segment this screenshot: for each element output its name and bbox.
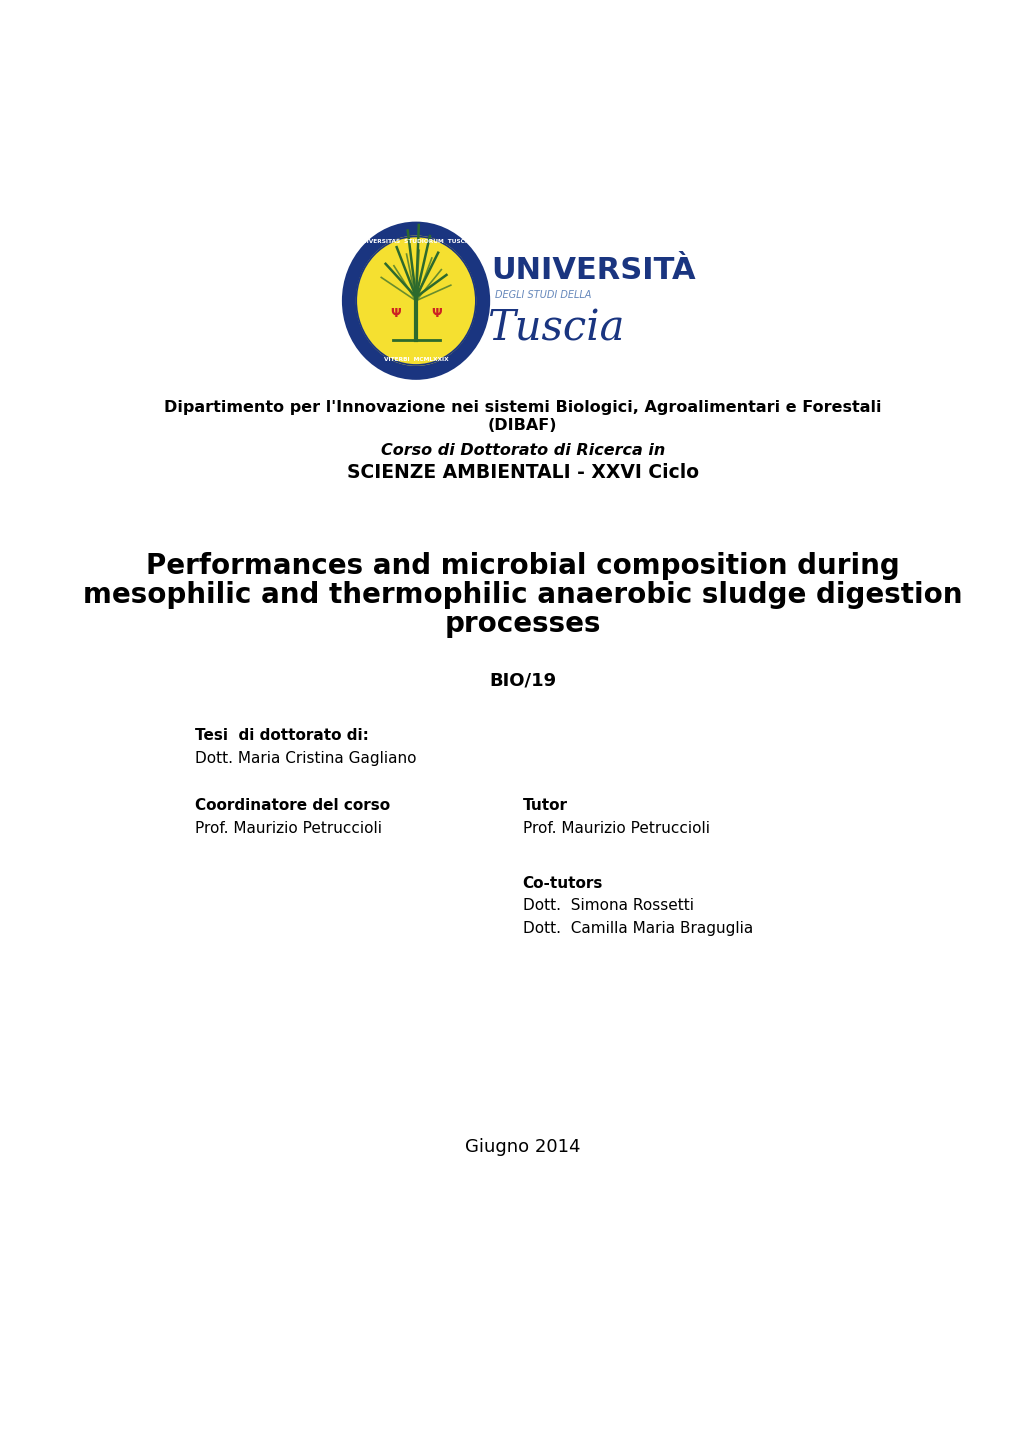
Text: BIO/19: BIO/19 (489, 672, 555, 689)
Text: Tesi  di dottorato di:: Tesi di dottorato di: (195, 728, 368, 744)
Text: SCIENZE AMBIENTALI - XXVI Ciclo: SCIENZE AMBIENTALI - XXVI Ciclo (346, 463, 698, 482)
Text: VITERBI  MCMLXXIX: VITERBI MCMLXXIX (383, 358, 448, 362)
Text: Tuscia: Tuscia (487, 307, 624, 349)
Text: Dott.  Camilla Maria Braguglia: Dott. Camilla Maria Braguglia (522, 920, 752, 936)
Text: (DIBAF): (DIBAF) (487, 418, 557, 433)
Text: mesophilic and thermophilic anaerobic sludge digestion: mesophilic and thermophilic anaerobic sl… (83, 581, 962, 609)
Text: Prof. Maurizio Petruccioli: Prof. Maurizio Petruccioli (195, 820, 381, 836)
Text: Dott.  Simona Rossetti: Dott. Simona Rossetti (522, 898, 693, 913)
Text: Tutor: Tutor (522, 799, 568, 813)
Ellipse shape (348, 228, 483, 373)
Text: Corso di Dottorato di Ricerca in: Corso di Dottorato di Ricerca in (380, 443, 664, 459)
Text: Ψ: Ψ (390, 307, 400, 320)
Text: Performances and microbial composition during: Performances and microbial composition d… (146, 552, 899, 580)
Text: DEGLI STUDI DELLA: DEGLI STUDI DELLA (494, 290, 591, 300)
Text: Dipartimento per l'Innovazione nei sistemi Biologici, Agroalimentari e Forestali: Dipartimento per l'Innovazione nei siste… (164, 399, 880, 415)
Text: UNIVERSITAS  STUDIORUM  TUSCIAE: UNIVERSITAS STUDIORUM TUSCIAE (357, 239, 475, 244)
Text: Dott. Maria Cristina Gagliano: Dott. Maria Cristina Gagliano (195, 751, 416, 766)
Text: processes: processes (444, 610, 600, 637)
Text: Co-tutors: Co-tutors (522, 877, 602, 891)
Text: Coordinatore del corso: Coordinatore del corso (195, 799, 389, 813)
Text: Ψ: Ψ (430, 307, 441, 320)
Text: UNIVERSITÀ: UNIVERSITÀ (491, 255, 695, 286)
Text: Prof. Maurizio Petruccioli: Prof. Maurizio Petruccioli (522, 820, 709, 836)
Text: Giugno 2014: Giugno 2014 (465, 1138, 580, 1156)
